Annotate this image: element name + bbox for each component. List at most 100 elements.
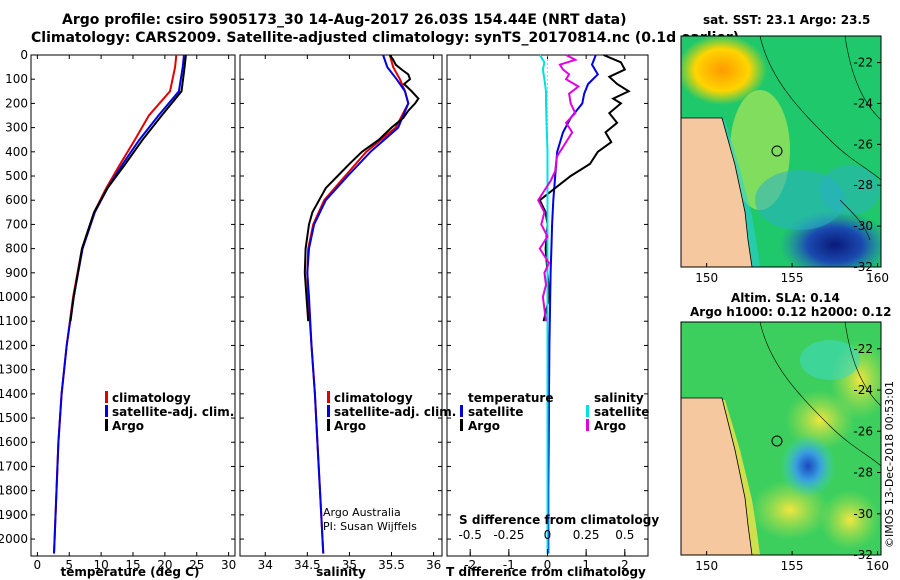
s-tick-label: -0.25 bbox=[493, 528, 524, 542]
map-y-tick-label: -24 bbox=[853, 383, 873, 397]
map-y-tick-label: -24 bbox=[853, 96, 873, 110]
x-tick-label: 35.5 bbox=[378, 558, 405, 572]
salinity-series-climatology bbox=[306, 54, 410, 554]
difference-x-axis-label: T difference from climatology bbox=[446, 565, 646, 579]
map-y-tick-label: -32 bbox=[853, 260, 873, 274]
map-x-tick-label: 155 bbox=[781, 271, 804, 285]
legend-title-temperature: temperature bbox=[468, 391, 553, 405]
x-tick-label: 20 bbox=[157, 558, 172, 572]
x-tick-label: 34.5 bbox=[294, 558, 321, 572]
map-y-tick-label: -26 bbox=[853, 137, 873, 151]
y-tick-label: 800 bbox=[5, 242, 28, 256]
map-y-tick-label: -26 bbox=[853, 424, 873, 438]
map-x-tick-label: 160 bbox=[866, 271, 889, 285]
y-tick-label: 2000 bbox=[0, 532, 28, 546]
x-tick-label: -1 bbox=[503, 558, 515, 572]
map-x-tick-label: 150 bbox=[695, 559, 718, 573]
temperature-legend: climatology satellite-adj. clim. Argo bbox=[105, 391, 234, 433]
x-tick-label: 5 bbox=[65, 558, 73, 572]
map-y-tick-label: -22 bbox=[853, 342, 873, 356]
legend-swatch-t-satellite bbox=[460, 405, 463, 417]
x-tick-label: -2 bbox=[464, 558, 476, 572]
salinity-series-argo bbox=[303, 54, 420, 322]
legend-label-satellite: satellite-adj. clim. bbox=[334, 405, 456, 419]
temperature-x-axis-label: temperature (deg C) bbox=[61, 565, 200, 579]
y-tick-label: 1700 bbox=[0, 459, 28, 473]
legend-swatch-argo bbox=[327, 419, 330, 431]
x-tick-label: 1 bbox=[582, 558, 590, 572]
y-tick-label: 1600 bbox=[0, 435, 28, 449]
pi-credit: PI: Susan Wijffels bbox=[323, 520, 417, 533]
legend-swatch-climatology bbox=[327, 391, 330, 403]
title-line-2: Climatology: CARS2009. Satellite-adjuste… bbox=[31, 30, 739, 46]
x-tick-label: 15 bbox=[125, 558, 140, 572]
sla-map-frame bbox=[680, 321, 882, 556]
x-tick-label: 10 bbox=[93, 558, 108, 572]
legend-label-argo: Argo bbox=[334, 419, 366, 433]
legend-label-s-satellite: satellite bbox=[594, 405, 649, 419]
y-tick-label: 700 bbox=[5, 217, 28, 231]
legend-title-salinity: salinity bbox=[594, 391, 644, 405]
map-y-tick-label: -30 bbox=[853, 219, 873, 233]
y-tick-label: 1200 bbox=[0, 338, 28, 352]
map-y-tick-label: -28 bbox=[853, 178, 873, 192]
difference-series-s-argo bbox=[537, 54, 581, 322]
x-tick-label: 25 bbox=[189, 558, 204, 572]
y-tick-label: 400 bbox=[5, 145, 28, 159]
y-tick-label: 100 bbox=[5, 72, 28, 86]
argo-height-title: Argo h1000: 0.12 h2000: 0.12 bbox=[690, 305, 891, 319]
x-tick-label: 2 bbox=[621, 558, 629, 572]
y-tick-label: 600 bbox=[5, 193, 28, 207]
difference-series-t-satellite bbox=[547, 54, 600, 554]
map-x-tick-label: 155 bbox=[781, 559, 804, 573]
map-x-tick-label: 150 bbox=[695, 271, 718, 285]
legend-label-satellite: satellite-adj. clim. bbox=[112, 405, 234, 419]
map-x-tick-label: 160 bbox=[866, 559, 889, 573]
sst-map-title: sat. SST: 23.1 Argo: 23.5 bbox=[703, 13, 870, 27]
legend-label-t-argo: Argo bbox=[468, 419, 500, 433]
difference-legend-temperature: temperature satellite Argo bbox=[460, 391, 553, 433]
difference-profile-chart: -2 -1 0 1 2T difference from climatology bbox=[446, 54, 649, 579]
salinity-x-axis-label: salinity bbox=[316, 565, 366, 579]
s-difference-ticks: -0.5 -0.25 0 0.25 0.5 bbox=[458, 528, 634, 556]
y-tick-label: 1800 bbox=[0, 484, 28, 498]
legend-swatch-t-argo bbox=[460, 419, 463, 431]
s-tick-label: -0.5 bbox=[458, 528, 481, 542]
legend-label-climatology: climatology bbox=[334, 391, 413, 405]
legend-swatch-satellite bbox=[105, 405, 108, 417]
y-tick-label: 0 bbox=[20, 48, 28, 62]
legend-label-climatology: climatology bbox=[112, 391, 191, 405]
x-tick-label: 34 bbox=[258, 558, 273, 572]
title-line-1: Argo profile: csiro 5905173_30 14-Aug-20… bbox=[62, 12, 626, 28]
y-tick-label: 1500 bbox=[0, 411, 28, 425]
salinity-profile-chart: 34 34.5 35 35.5 36 salinity bbox=[239, 54, 443, 579]
x-tick-label: 0 bbox=[544, 558, 552, 572]
sst-map-frame bbox=[680, 35, 882, 268]
s-difference-axis-label: S difference from climatology bbox=[459, 513, 659, 527]
legend-label-s-argo: Argo bbox=[594, 419, 626, 433]
legend-swatch-s-argo bbox=[586, 419, 589, 431]
x-tick-label: 35 bbox=[342, 558, 357, 572]
s-tick-label: 0.5 bbox=[615, 528, 634, 542]
sla-map-title: Altim. SLA: 0.14 bbox=[731, 291, 840, 305]
legend-swatch-climatology bbox=[105, 391, 108, 403]
sla-map bbox=[681, 322, 881, 555]
temperature-series-argo bbox=[69, 54, 187, 322]
s-tick-label: 0 bbox=[544, 528, 552, 542]
imos-watermark: ©IMOS 13-Dec-2018 00:53:01 bbox=[883, 381, 896, 548]
legend-swatch-satellite bbox=[327, 405, 330, 417]
y-tick-label: 900 bbox=[5, 266, 28, 280]
s-tick-label: 0.25 bbox=[573, 528, 600, 542]
y-tick-label: 300 bbox=[5, 121, 28, 135]
legend-label-argo: Argo bbox=[112, 419, 144, 433]
map-y-tick-label: -28 bbox=[853, 466, 873, 480]
y-tick-label: 200 bbox=[5, 96, 28, 110]
sst-map bbox=[681, 36, 881, 267]
map-y-tick-label: -22 bbox=[853, 56, 873, 70]
x-tick-label: 30 bbox=[221, 558, 236, 572]
salinity-series-satellite-adj-clim- bbox=[306, 54, 410, 554]
sla-map-axes: 150 155 160 -22 -24 -26 -28 -30 -32 bbox=[695, 342, 889, 573]
y-tick-label: 1900 bbox=[0, 508, 28, 522]
x-tick-label: 0 bbox=[34, 558, 42, 572]
